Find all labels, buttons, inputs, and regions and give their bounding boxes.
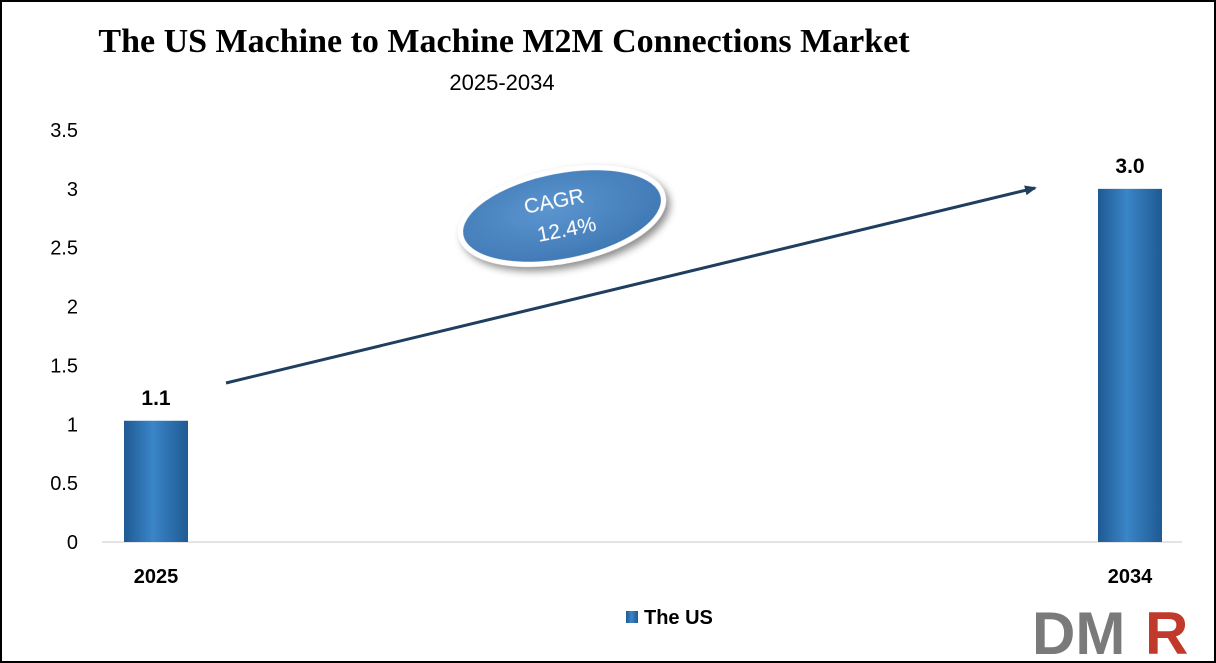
- bar-2034: [1098, 188, 1162, 542]
- x-tick-label-2025: 2025: [134, 566, 179, 588]
- cagr-ellipse: [458, 165, 666, 267]
- logo-r: R: [1145, 600, 1188, 661]
- y-tick-label: 0: [67, 532, 78, 554]
- y-axis-ticks: 0 0.5 1 1.5 2 2.5 3 3.5: [50, 120, 78, 554]
- y-tick-label: 1: [67, 414, 78, 436]
- bar-2025: [124, 420, 188, 542]
- logo-dm: DM: [1032, 600, 1125, 661]
- y-tick-label: 1.5: [50, 355, 78, 377]
- legend-swatch: [626, 611, 638, 623]
- y-tick-label: 0.5: [50, 473, 78, 495]
- y-tick-label: 3: [67, 179, 78, 201]
- x-tick-label-2034: 2034: [1108, 566, 1153, 588]
- chart-title: The US Machine to Machine M2M Connection…: [98, 23, 910, 60]
- y-tick-label: 2.5: [50, 238, 78, 260]
- legend: The US: [626, 607, 713, 629]
- data-label-2025: 1.1: [141, 387, 171, 410]
- legend-label: The US: [644, 607, 713, 629]
- dmr-logo: DM R: [1032, 600, 1188, 661]
- data-label-2034: 3.0: [1115, 155, 1144, 178]
- y-tick-label: 3.5: [50, 120, 78, 142]
- x-axis-labels: 2025 2034: [134, 566, 1153, 588]
- cagr-badge: CAGR 12.4%: [458, 165, 666, 267]
- chart-subtitle: 2025-2034: [449, 70, 554, 95]
- y-tick-label: 2: [67, 297, 78, 319]
- cagr-trend-arrow: [225, 185, 1037, 385]
- bars-group: 1.1 3.0: [124, 155, 1162, 542]
